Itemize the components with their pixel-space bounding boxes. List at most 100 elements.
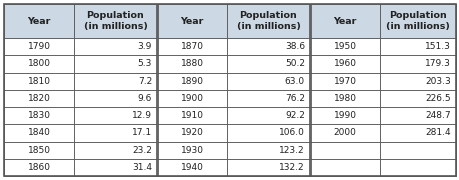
Bar (379, 124, 455, 141)
Text: Population
(in millions): Population (in millions) (385, 11, 449, 31)
Bar (309, 38, 379, 55)
Bar (4, 55, 74, 73)
Bar (4, 141, 74, 159)
Text: 1840: 1840 (28, 128, 50, 137)
Bar (309, 124, 379, 141)
Text: 12.9: 12.9 (132, 111, 151, 120)
Text: 92.2: 92.2 (285, 111, 304, 120)
Text: 123.2: 123.2 (279, 146, 304, 155)
Text: 1830: 1830 (28, 111, 50, 120)
Bar (226, 4, 309, 38)
Bar (157, 159, 226, 176)
Bar (4, 4, 74, 38)
Text: 1810: 1810 (28, 77, 50, 86)
Bar (74, 38, 157, 55)
Bar (4, 38, 74, 55)
Text: 1920: 1920 (180, 128, 203, 137)
Text: 106.0: 106.0 (279, 128, 304, 137)
Text: 1940: 1940 (180, 163, 203, 172)
Text: 1990: 1990 (333, 111, 356, 120)
Bar (74, 124, 157, 141)
Text: Population
(in millions): Population (in millions) (84, 11, 147, 31)
Text: 63.0: 63.0 (284, 77, 304, 86)
Bar (157, 107, 226, 124)
Text: 1880: 1880 (180, 59, 203, 68)
Text: 76.2: 76.2 (285, 94, 304, 103)
Text: 5.3: 5.3 (137, 59, 151, 68)
Text: 1900: 1900 (180, 94, 203, 103)
Text: 1890: 1890 (180, 77, 203, 86)
Text: 1850: 1850 (28, 146, 50, 155)
Text: Year: Year (27, 17, 50, 26)
Bar (74, 73, 157, 90)
Text: 1800: 1800 (28, 59, 50, 68)
Bar (157, 38, 226, 55)
Text: 1820: 1820 (28, 94, 50, 103)
Bar (157, 55, 226, 73)
Bar (379, 38, 455, 55)
Text: Year: Year (333, 17, 356, 26)
Text: 151.3: 151.3 (424, 42, 450, 51)
Bar (157, 124, 226, 141)
Bar (74, 159, 157, 176)
Text: 1870: 1870 (180, 42, 203, 51)
Text: 3.9: 3.9 (137, 42, 151, 51)
Text: 1970: 1970 (333, 77, 356, 86)
Bar (379, 55, 455, 73)
Bar (309, 4, 379, 38)
Bar (157, 90, 226, 107)
Text: 1980: 1980 (333, 94, 356, 103)
Text: 1910: 1910 (180, 111, 203, 120)
Text: 1860: 1860 (28, 163, 50, 172)
Bar (74, 107, 157, 124)
Bar (74, 90, 157, 107)
Text: 23.2: 23.2 (132, 146, 151, 155)
Text: 17.1: 17.1 (132, 128, 151, 137)
Text: 9.6: 9.6 (137, 94, 151, 103)
Bar (157, 141, 226, 159)
Bar (74, 141, 157, 159)
Text: 1950: 1950 (333, 42, 356, 51)
Bar (226, 90, 309, 107)
Text: Population
(in millions): Population (in millions) (236, 11, 300, 31)
Bar (309, 55, 379, 73)
Bar (379, 90, 455, 107)
Bar (226, 38, 309, 55)
Text: Year: Year (180, 17, 203, 26)
Bar (226, 159, 309, 176)
Text: 1930: 1930 (180, 146, 203, 155)
Bar (226, 73, 309, 90)
Bar (379, 159, 455, 176)
Bar (309, 90, 379, 107)
Bar (157, 4, 226, 38)
Bar (4, 159, 74, 176)
Bar (4, 107, 74, 124)
Bar (379, 141, 455, 159)
Bar (226, 124, 309, 141)
Bar (379, 4, 455, 38)
Bar (379, 73, 455, 90)
Bar (309, 107, 379, 124)
Text: 1790: 1790 (28, 42, 50, 51)
Text: 132.2: 132.2 (279, 163, 304, 172)
Text: 38.6: 38.6 (284, 42, 304, 51)
Text: 1960: 1960 (333, 59, 356, 68)
Bar (226, 55, 309, 73)
Bar (309, 159, 379, 176)
Text: 7.2: 7.2 (137, 77, 151, 86)
Text: 2000: 2000 (333, 128, 356, 137)
Text: 248.7: 248.7 (425, 111, 450, 120)
Bar (4, 124, 74, 141)
Bar (4, 90, 74, 107)
Bar (379, 107, 455, 124)
Text: 226.5: 226.5 (425, 94, 450, 103)
Bar (309, 141, 379, 159)
Text: 281.4: 281.4 (425, 128, 450, 137)
Text: 203.3: 203.3 (424, 77, 450, 86)
Bar (226, 107, 309, 124)
Bar (74, 55, 157, 73)
Bar (226, 141, 309, 159)
Bar (74, 4, 157, 38)
Text: 50.2: 50.2 (285, 59, 304, 68)
Bar (4, 73, 74, 90)
